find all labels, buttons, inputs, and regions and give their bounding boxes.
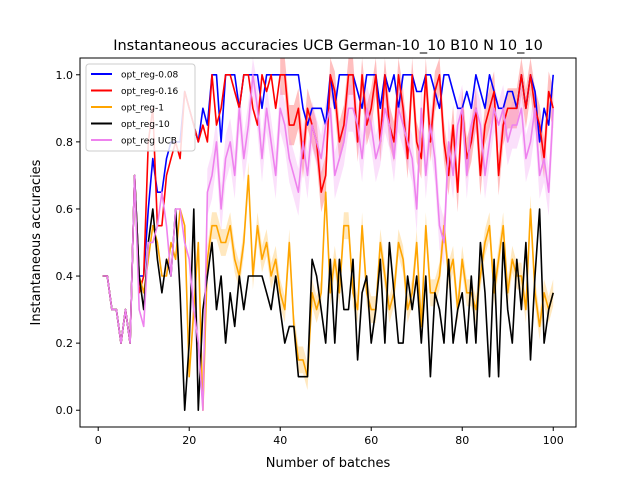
plot-area-frame [79, 57, 577, 428]
legend: opt_reg-0.08 opt_reg-0.16 opt_reg-1 opt_reg… [85, 63, 196, 152]
y-tick-label: 0.6 [56, 203, 74, 216]
x-axis-label: Number of batches [266, 456, 391, 471]
y-axis-ticks: 0.0 0.2 0.4 0.6 0.8 1.0 [56, 69, 80, 417]
series-line-opt-reg-10 [102, 174, 554, 412]
x-tick-label: 0 [95, 434, 102, 447]
y-tick-label: 0.2 [56, 337, 74, 350]
legend-label-opt-reg-10: opt_reg-10 [121, 120, 170, 130]
y-tick-label: 0.0 [56, 404, 74, 417]
legend-label-opt-reg-0-08: opt_reg-0.08 [121, 71, 179, 81]
x-axis-ticks: 0 20 40 60 80 100 [95, 427, 564, 447]
legend-label-opt-reg-0-16: opt_reg-0.16 [121, 87, 179, 97]
series-line-opt-reg-ucb [102, 74, 554, 412]
x-tick-label: 80 [455, 434, 469, 447]
legend-label-opt-reg-1: opt_reg-1 [121, 104, 164, 114]
chart-title: Instantaneous accuracies UCB German-10_1… [113, 38, 543, 54]
y-tick-label: 0.8 [56, 136, 74, 149]
y-tick-label: 0.4 [56, 270, 74, 283]
legend-label-opt-reg-ucb: opt_reg UCB [121, 137, 177, 147]
x-tick-label: 60 [364, 434, 378, 447]
x-tick-label: 100 [543, 434, 564, 447]
legend-box [85, 63, 196, 152]
y-tick-label: 1.0 [56, 69, 74, 82]
x-tick-label: 20 [182, 434, 196, 447]
y-axis-label: Instantaneous accuracies [29, 159, 44, 325]
x-tick-label: 40 [273, 434, 287, 447]
